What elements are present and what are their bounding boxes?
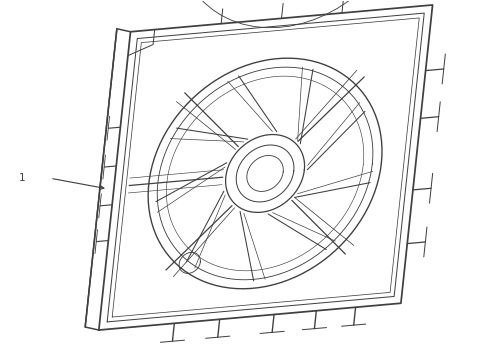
Text: 1: 1	[19, 173, 25, 183]
